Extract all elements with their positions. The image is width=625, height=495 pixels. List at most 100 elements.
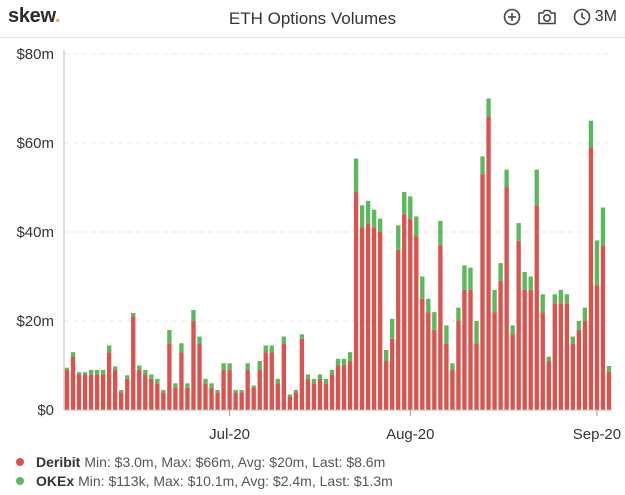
deribit-bar (185, 387, 190, 410)
volume-chart: $0 $20m $40m $60m $80m Jul-20 Aug-20 Sep-20 (16, 46, 621, 443)
okex-bar (143, 369, 148, 375)
okex-bar (353, 158, 359, 192)
deribit-bar (275, 383, 280, 410)
okex-bar (528, 276, 533, 290)
okex-bar (486, 98, 491, 117)
deribit-bar (546, 361, 551, 410)
deribit-bar (233, 392, 238, 410)
deribit-bar (600, 245, 606, 410)
okex-bar (414, 216, 419, 237)
okex-bar (227, 363, 232, 370)
okex-bar (137, 365, 142, 370)
deribit-bar (221, 369, 226, 410)
y-tick-label: $80m (16, 46, 54, 63)
skew-logo[interactable]: skew. (8, 5, 61, 28)
deribit-bar (179, 352, 184, 410)
okex-bar (275, 378, 280, 384)
deribit-bar (125, 378, 130, 410)
okex-bar (299, 334, 305, 339)
deribit-bar (94, 374, 100, 410)
okex-bar (209, 383, 214, 388)
deribit-bar (371, 227, 377, 410)
time-range-button[interactable]: 3M (572, 7, 617, 27)
deribit-bar (305, 378, 311, 410)
okex-bar (534, 169, 539, 206)
okex-bar (377, 218, 383, 232)
okex-bar (287, 394, 292, 397)
okex-bar (167, 329, 172, 344)
deribit-bar (408, 218, 413, 410)
deribit-bar (203, 383, 208, 410)
okex-bar (558, 289, 563, 304)
legend-item-okex[interactable]: OKEx Min: $113k, Max: $10.1m, Avg: $2.4m… (16, 471, 393, 490)
okex-bar (432, 312, 437, 330)
deribit-bar (606, 371, 612, 410)
okex-bar (179, 343, 184, 353)
okex-bar (504, 169, 509, 188)
deribit-bar (173, 387, 178, 410)
okex-bar (281, 336, 286, 344)
okex-bar (582, 307, 588, 321)
okex-bar (359, 205, 365, 228)
okex-bar (269, 345, 274, 353)
logo-dot: . (54, 5, 61, 27)
okex-bar (173, 383, 178, 388)
legend-item-deribit[interactable]: Deribit Min: $3.0m, Max: $66m, Avg: $20m… (16, 452, 393, 471)
okex-bar (450, 363, 455, 370)
deribit-bar (251, 387, 256, 410)
okex-bar (82, 372, 88, 375)
okex-bar (510, 325, 515, 335)
okex-bar (70, 352, 76, 357)
okex-bar (606, 365, 612, 372)
deribit-bar (498, 280, 503, 410)
deribit-bar (311, 383, 317, 410)
okex-bar (462, 265, 467, 290)
okex-bar (94, 369, 100, 375)
okex-bar (402, 191, 407, 215)
deribit-bar (570, 343, 576, 410)
okex-bar (341, 358, 347, 366)
okex-bar (365, 200, 371, 224)
okex-bar (498, 263, 503, 281)
okex-bar (203, 378, 208, 384)
deribit-bar (197, 343, 202, 410)
okex-bar (438, 220, 443, 246)
deribit-bar (167, 343, 172, 410)
deribit-bar (131, 316, 136, 410)
deribit-bar (492, 312, 497, 410)
deribit-bar (293, 392, 299, 410)
screenshot-button[interactable] (536, 7, 558, 27)
deribit-bar (504, 187, 509, 410)
okex-bar (107, 345, 112, 353)
deribit-bar (335, 365, 341, 410)
okex-bar (564, 294, 570, 304)
deribit-bar (287, 396, 292, 410)
deribit-bar (414, 236, 419, 410)
logo-text: skew (8, 5, 55, 27)
okex-bar (426, 298, 431, 313)
deribit-bar (564, 303, 570, 410)
deribit-bar (76, 374, 82, 410)
okex-bar (552, 294, 557, 304)
okex-bar (100, 369, 106, 375)
deribit-bar (64, 369, 70, 410)
deribit-bar (70, 356, 76, 410)
deribit-bar (540, 312, 545, 410)
okex-bar (546, 356, 551, 362)
deribit-bar (516, 240, 521, 410)
deribit-bar (396, 249, 401, 410)
deribit-legend-name: Deribit (36, 453, 81, 470)
okex-bar (149, 374, 154, 379)
deribit-bar (365, 223, 371, 410)
okex-bar (570, 336, 576, 344)
add-button[interactable] (502, 7, 522, 27)
deribit-bar (269, 352, 274, 410)
deribit-bar (317, 378, 323, 410)
okex-bar (305, 374, 311, 379)
okex-bar (215, 389, 220, 393)
okex-bar (64, 367, 70, 370)
deribit-bar (353, 191, 359, 410)
okex-bar (221, 363, 226, 370)
okex-bar (125, 375, 130, 379)
deribit-bar (552, 303, 557, 410)
